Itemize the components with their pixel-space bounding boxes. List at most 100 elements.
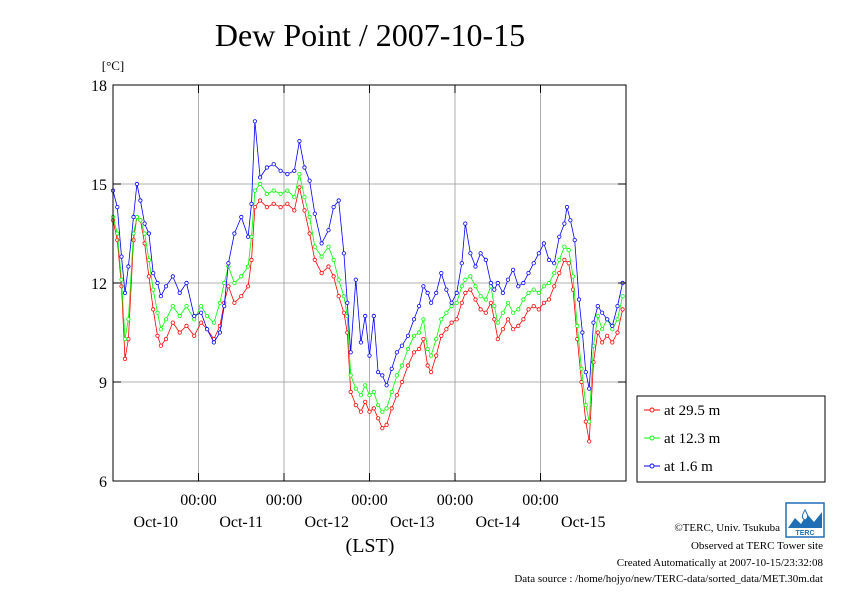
data-point	[163, 317, 169, 322]
data-point	[271, 201, 276, 206]
data-point	[605, 333, 610, 338]
data-point	[170, 303, 175, 309]
data-point	[358, 393, 363, 398]
data-point	[163, 336, 169, 342]
data-point	[483, 310, 488, 315]
data-point	[483, 257, 488, 262]
data-point	[468, 287, 473, 292]
data-point	[199, 320, 204, 325]
data-point	[399, 343, 405, 348]
data-point	[421, 317, 426, 322]
data-point	[348, 389, 353, 394]
footer-created: Created Automatically at 2007-10-15/23:3…	[617, 557, 824, 569]
data-point	[595, 313, 600, 319]
data-point	[389, 366, 394, 371]
logo-text: TERC	[795, 530, 814, 537]
data-point	[562, 257, 567, 262]
data-point	[336, 277, 341, 282]
data-point	[541, 241, 547, 246]
data-point	[526, 270, 531, 276]
data-point	[375, 416, 381, 421]
data-point	[239, 274, 244, 279]
data-point	[257, 175, 263, 180]
data-point	[371, 389, 376, 394]
data-point	[500, 310, 505, 315]
data-point	[495, 280, 500, 286]
data-point	[122, 336, 128, 342]
terc-logo-icon: TERC	[785, 502, 825, 538]
data-point	[331, 257, 336, 262]
data-point	[170, 274, 175, 279]
data-point	[505, 277, 511, 282]
data-point	[246, 234, 251, 239]
data-point	[568, 218, 573, 223]
data-point	[358, 409, 363, 414]
data-point	[610, 323, 615, 328]
data-point	[510, 327, 516, 332]
data-point	[363, 383, 368, 388]
x-tick-date: Oct-13	[390, 514, 434, 531]
data-point	[599, 340, 605, 345]
data-point	[510, 310, 516, 315]
data-point	[312, 244, 317, 249]
legend-box	[636, 395, 826, 483]
x-tick-time: 00:00	[522, 492, 558, 509]
data-point	[184, 323, 189, 328]
data-point	[353, 277, 358, 282]
data-point	[170, 320, 175, 325]
data-point	[177, 330, 182, 335]
data-point	[521, 317, 526, 322]
data-point	[353, 402, 358, 408]
data-point	[222, 280, 227, 286]
x-tick-time: 00:00	[266, 492, 302, 509]
data-point	[463, 221, 468, 226]
data-point	[587, 419, 592, 424]
data-point	[302, 208, 307, 213]
data-point	[151, 307, 156, 312]
data-point	[557, 234, 562, 239]
data-point	[358, 340, 363, 345]
x-tick-date: Oct-11	[219, 514, 263, 531]
x-tick-time: 00:00	[351, 492, 387, 509]
data-point	[375, 402, 381, 408]
data-point	[341, 310, 346, 315]
data-point	[478, 294, 483, 299]
data-point	[454, 317, 459, 322]
data-point	[211, 320, 216, 325]
data-point	[307, 178, 312, 183]
data-point	[246, 264, 251, 269]
data-point	[459, 261, 464, 266]
data-point	[434, 336, 439, 342]
data-point	[278, 191, 283, 196]
data-point	[312, 211, 317, 216]
data-point	[155, 310, 160, 315]
chart-title: Dew Point / 2007-10-15	[215, 17, 525, 53]
data-point	[615, 317, 620, 322]
data-point	[564, 205, 570, 210]
data-point	[434, 353, 439, 358]
data-point	[297, 172, 302, 177]
data-point	[576, 297, 582, 302]
data-point	[566, 247, 571, 253]
data-point	[353, 386, 358, 391]
data-point	[421, 336, 426, 342]
data-point	[285, 172, 290, 177]
data-point	[399, 379, 405, 385]
data-point	[257, 198, 263, 203]
data-point	[557, 270, 562, 276]
data-point	[232, 300, 237, 305]
data-point	[510, 267, 516, 272]
data-point	[394, 393, 399, 398]
x-tick-date: Oct-12	[305, 514, 349, 531]
data-point	[348, 350, 353, 355]
data-point	[454, 300, 459, 305]
series-line	[112, 174, 623, 422]
data-point	[620, 307, 625, 312]
data-point	[297, 185, 302, 190]
data-point	[434, 290, 439, 295]
data-point	[292, 208, 297, 213]
data-point	[572, 238, 577, 243]
data-point	[184, 280, 189, 286]
data-point	[134, 181, 139, 187]
data-point	[122, 356, 128, 361]
